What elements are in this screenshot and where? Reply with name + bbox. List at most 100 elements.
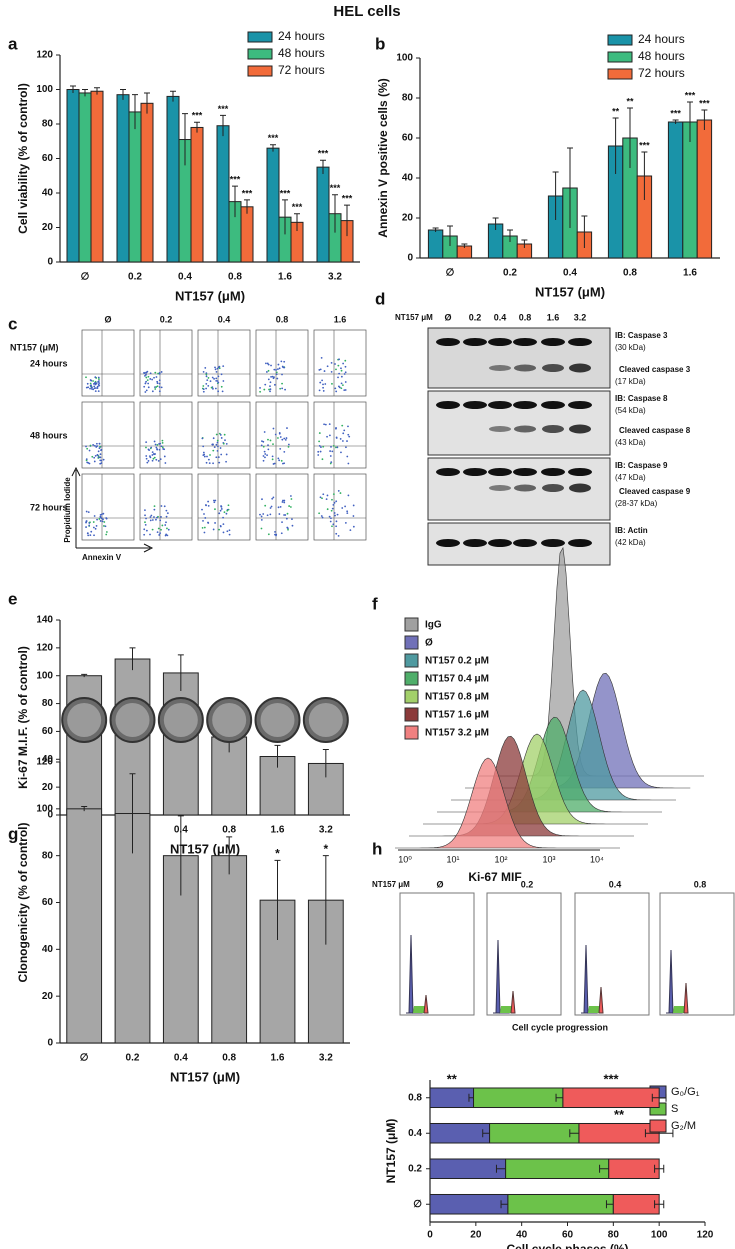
bar — [78, 92, 92, 263]
flow-event — [212, 387, 214, 390]
x-tick-label: 3.2 — [319, 825, 333, 836]
flow-event — [218, 365, 221, 368]
flow-plot — [313, 329, 367, 397]
flow-event — [335, 500, 338, 503]
flow-event — [89, 534, 92, 537]
flow-event — [208, 462, 211, 465]
flow-event — [102, 458, 105, 461]
bar — [66, 89, 80, 263]
flow-event — [260, 527, 263, 530]
flow-event — [329, 520, 332, 523]
histogram-legend-swatch — [404, 617, 419, 632]
flow-event — [98, 384, 101, 387]
flow-event — [215, 433, 218, 436]
profile-label: 0.2 — [521, 879, 534, 889]
flow-event — [214, 499, 217, 502]
error-bar — [492, 217, 499, 230]
x-tick-label: 1.6 — [271, 1053, 285, 1064]
error-bar — [244, 199, 250, 214]
flow-event — [280, 459, 283, 462]
error-bar — [70, 85, 76, 93]
flow-event — [216, 380, 219, 382]
flow-event — [220, 437, 223, 439]
flow-event — [217, 390, 220, 393]
bar — [682, 121, 698, 259]
flow-event — [284, 388, 286, 391]
flow-event — [146, 370, 149, 373]
histogram-curve — [423, 733, 648, 825]
bar-segment — [505, 1158, 610, 1180]
flow-event — [97, 376, 100, 379]
flow-event — [202, 385, 205, 387]
histogram-legend-swatch — [404, 671, 419, 686]
flow-event — [287, 527, 289, 530]
flow-event — [151, 459, 154, 462]
flow-event — [264, 453, 267, 455]
flow-plot — [81, 329, 135, 397]
flow-event — [165, 533, 168, 536]
flow-event — [337, 385, 340, 388]
flow-event — [338, 372, 341, 375]
flow-quadrant — [140, 402, 192, 468]
profile-caption: Cell cycle progression — [512, 1022, 608, 1032]
significance: *** — [292, 202, 303, 212]
flow-event — [281, 382, 283, 385]
flow-plot — [81, 473, 135, 541]
flow-event — [161, 441, 164, 444]
flow-event — [157, 372, 160, 375]
flow-event — [201, 526, 204, 529]
flow-event — [93, 382, 96, 385]
flow-event — [269, 388, 272, 391]
flow-event — [147, 460, 150, 462]
flow-event — [151, 528, 154, 531]
flow-event — [318, 369, 321, 371]
flow-event — [164, 462, 167, 464]
flow-event — [151, 451, 154, 454]
flow-event — [223, 433, 226, 436]
error-bar — [672, 119, 679, 124]
flow-event — [221, 390, 224, 393]
flow-event — [265, 371, 268, 373]
flow-event — [263, 450, 266, 453]
x-tick-label: 120 — [697, 1230, 714, 1241]
flow-event — [158, 382, 161, 385]
flow-event — [278, 432, 281, 434]
flow-event — [146, 461, 149, 464]
flow-event — [212, 462, 214, 465]
error-bar — [232, 185, 238, 218]
flow-event — [322, 445, 325, 448]
flow-event — [89, 521, 91, 524]
flow-event — [102, 518, 104, 521]
profile-g2 — [598, 986, 604, 1014]
x-axis-label: NT157 (μM) — [535, 284, 605, 299]
x-tick-label: 0.4 — [563, 268, 577, 279]
flow-event — [265, 362, 267, 365]
blot-kda: (30 kDa) — [615, 343, 646, 352]
bar-segment — [473, 1087, 564, 1109]
error-bar — [322, 855, 329, 945]
blot-band — [513, 401, 537, 409]
flow-event — [85, 386, 88, 389]
flow-event — [156, 380, 159, 383]
blot-band-cleaved — [542, 425, 564, 433]
y-tick-label: 0 — [47, 257, 53, 268]
flow-event — [272, 377, 275, 380]
flow-event — [96, 445, 99, 447]
flow-event — [151, 390, 154, 393]
flow-event — [278, 513, 281, 515]
flow-event — [335, 390, 338, 393]
blot-band-cleaved — [514, 484, 536, 492]
flow-y-axis: Propidium Iodide — [63, 477, 72, 543]
flow-event — [264, 504, 267, 507]
flow-event — [340, 367, 342, 370]
blot-band — [513, 338, 537, 346]
y-tick-label: 60 — [42, 897, 54, 908]
flow-event — [271, 497, 274, 500]
error-bar — [270, 144, 276, 152]
figure-title: HEL cells — [333, 3, 400, 20]
flow-event — [330, 509, 333, 512]
flow-event — [219, 524, 222, 527]
flow-event — [346, 440, 348, 442]
flow-event — [267, 378, 270, 381]
error-bar — [274, 859, 281, 940]
